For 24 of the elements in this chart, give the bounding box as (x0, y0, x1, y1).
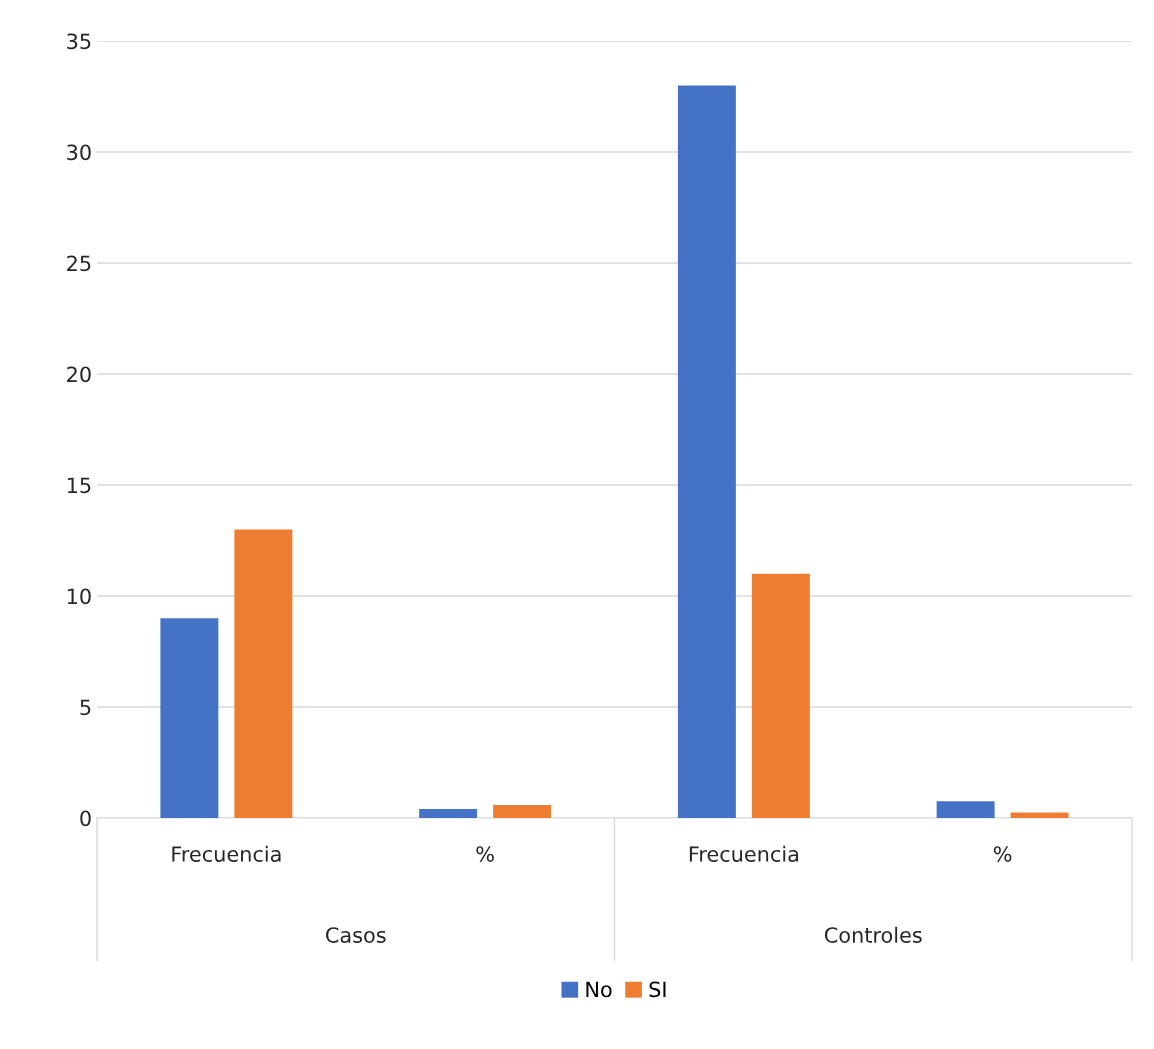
bar (936, 801, 995, 818)
bar (1010, 812, 1069, 818)
y-tick-label: 5 (80, 699, 91, 716)
legend-label: No (586, 981, 612, 998)
bar (677, 85, 736, 818)
y-tick-label: 35 (67, 33, 91, 50)
text: Casos (326, 927, 386, 943)
bar (234, 529, 293, 818)
x-tick-label: Frecuencia (172, 845, 281, 862)
bar (419, 808, 478, 818)
legend-label: SI (649, 981, 666, 998)
y-tick-label: 20 (67, 366, 91, 383)
x-tick-label: % (476, 846, 494, 862)
bar (751, 573, 810, 818)
y-tick-label: 15 (67, 477, 91, 494)
y-tick-label: 0 (80, 810, 91, 827)
y-tick-label: 10 (67, 588, 91, 605)
x-tick-label: % (993, 846, 1012, 862)
text: Controles (824, 926, 922, 943)
y-tick-label: 30 (67, 144, 91, 161)
bar (493, 804, 552, 818)
x-tick-label: Frecuencia (689, 845, 799, 862)
y-tick-label: 25 (67, 255, 91, 272)
bar (160, 618, 219, 818)
